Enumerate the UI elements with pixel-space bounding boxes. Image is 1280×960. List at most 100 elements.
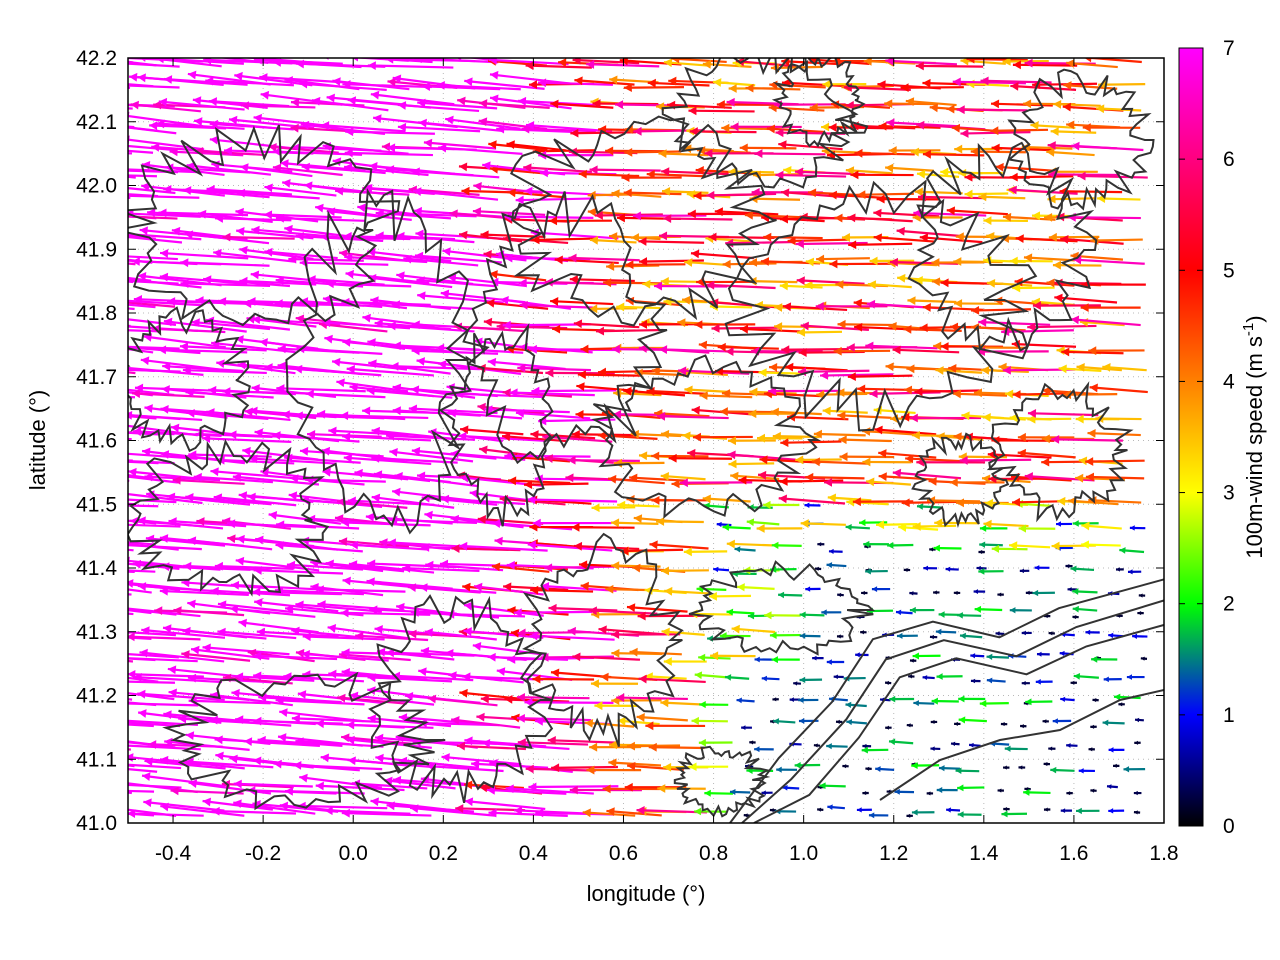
wind-vector-head (112, 165, 120, 174)
wind-vector (524, 482, 589, 486)
wind-vector-head (322, 467, 331, 477)
wind-vector (310, 560, 384, 573)
wind-vector (160, 804, 245, 817)
wind-vector-head (981, 365, 990, 375)
wind-vector (450, 517, 524, 529)
wind-vector-head (440, 494, 450, 504)
wind-vector-head (387, 77, 396, 87)
wind-vector-head (284, 786, 294, 796)
wind-vector-head (525, 764, 534, 774)
wind-vector-head (922, 149, 932, 159)
wind-vector-head (1060, 234, 1069, 244)
wind-vector (623, 85, 685, 89)
wind-vector-head (251, 384, 260, 393)
wind-vector-head (415, 229, 424, 239)
wind-vector-head (1088, 747, 1093, 752)
wind-vector (206, 410, 291, 422)
wind-vector (550, 102, 614, 109)
wind-vector-head (416, 276, 425, 286)
wind-vector (458, 434, 547, 442)
wind-vector-head (341, 668, 351, 677)
wind-vector-head (923, 565, 929, 571)
wind-vector-head (143, 798, 152, 808)
wind-vector (1063, 83, 1118, 90)
wind-vector (749, 197, 801, 201)
wind-vector-head (1106, 784, 1112, 789)
wind-vector-head (187, 673, 197, 683)
wind-vector-head (1070, 680, 1075, 685)
wind-vector-head (315, 719, 324, 729)
wind-vector-head (1010, 82, 1019, 91)
wind-vector-head (898, 523, 907, 532)
wind-vector-head (484, 405, 493, 415)
wind-vector-head (385, 648, 395, 658)
wind-vector (325, 282, 412, 288)
wind-vector-head (223, 146, 233, 156)
wind-vector-head (997, 592, 1002, 597)
wind-vector-head (690, 249, 700, 259)
wind-vector-head (79, 99, 87, 108)
wind-vector (239, 248, 314, 260)
wind-vector (744, 213, 802, 219)
wind-vector (141, 628, 226, 639)
wind-vector (398, 715, 479, 725)
wind-vector (272, 166, 343, 177)
wind-vector-head (1123, 766, 1130, 773)
wind-vector (128, 212, 130, 216)
wind-vector-head (456, 741, 466, 751)
wind-vector-head (1042, 386, 1051, 396)
wind-vector-head (160, 249, 169, 258)
wind-vector (128, 569, 156, 573)
wind-vector-head (633, 126, 642, 136)
wind-vector-head (279, 708, 288, 717)
wind-vector (903, 328, 962, 332)
wind-vector-head (813, 743, 818, 748)
wind-vector-head (1021, 680, 1026, 686)
wind-vector (946, 209, 1009, 216)
wind-vector-head (163, 184, 172, 194)
wind-vector-head (769, 631, 777, 639)
wind-vector-head (854, 148, 863, 158)
wind-vector-head (364, 183, 373, 193)
wind-vector-head (55, 803, 63, 812)
wind-vector-head (660, 472, 670, 481)
wind-vector-head (632, 563, 641, 573)
wind-vector-head (835, 280, 844, 289)
wind-vector-head (222, 387, 231, 396)
wind-vector (763, 392, 825, 398)
wind-vector-head (817, 807, 822, 812)
wind-vector (128, 459, 133, 462)
wind-vector-head (980, 76, 989, 86)
wind-vector (413, 58, 499, 64)
wind-vector-head (739, 143, 748, 153)
wind-vector (658, 152, 709, 157)
wind-vector-head (1118, 702, 1123, 707)
wind-vector-head (366, 577, 375, 587)
wind-vector-head (878, 472, 887, 481)
wind-vector-head (828, 548, 834, 554)
wind-vector (128, 329, 158, 333)
wind-vector-head (876, 520, 885, 530)
wind-vector (987, 453, 1052, 459)
wind-vector-head (617, 500, 626, 510)
wind-vector-head (510, 628, 520, 638)
wind-vector-head (959, 632, 966, 640)
wind-vector-head (517, 363, 526, 373)
wind-vector-head (940, 278, 949, 288)
wind-vector (128, 149, 154, 154)
wind-vector (668, 457, 732, 460)
wind-vector (504, 697, 570, 703)
wind-vector (525, 64, 592, 69)
wind-vector-head (957, 811, 964, 818)
wind-vector-head (983, 519, 992, 529)
wind-vector (141, 163, 225, 177)
wind-vector (145, 537, 226, 547)
wind-vector-head (214, 735, 223, 745)
wind-vector (299, 299, 383, 309)
wind-vector-head (197, 209, 207, 219)
wind-vector-head (760, 257, 770, 266)
wind-vector-head (515, 195, 524, 205)
wind-vector (216, 361, 296, 375)
wind-vector-head (780, 438, 789, 448)
wind-vector (515, 411, 591, 420)
